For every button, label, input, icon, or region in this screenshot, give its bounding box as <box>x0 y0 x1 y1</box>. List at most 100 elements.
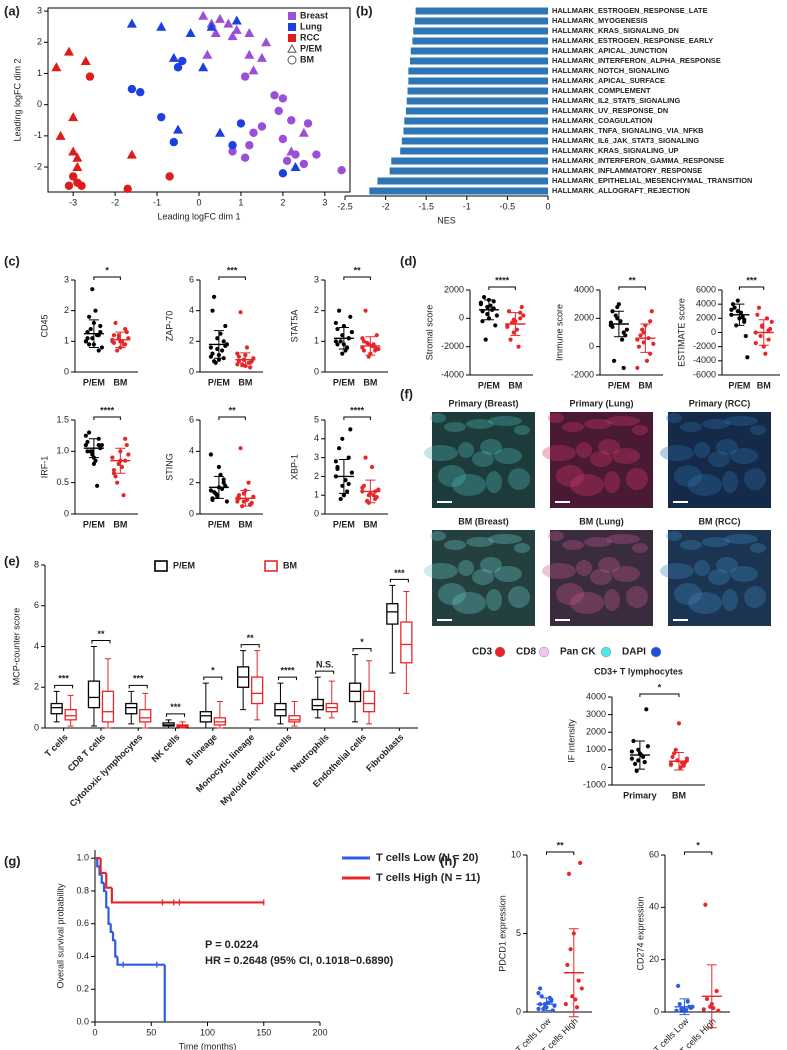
x-tick-label: P/EM <box>208 519 230 529</box>
image-texture <box>424 563 458 579</box>
point <box>349 330 354 335</box>
whisker-high <box>366 660 373 692</box>
bar <box>415 7 548 15</box>
image-texture <box>750 543 766 553</box>
bar <box>400 147 548 155</box>
point <box>98 323 103 329</box>
point <box>538 986 543 991</box>
point <box>80 56 91 66</box>
whisker-high <box>142 692 149 710</box>
y-tick-label: 1 <box>64 336 69 346</box>
survival-step <box>100 874 104 884</box>
point <box>123 326 128 332</box>
significance-bracket <box>343 276 371 280</box>
category-label: HALLMARK_INTERFERON_GAMMA_RESPONSE <box>552 156 724 165</box>
sd-bar <box>640 323 651 353</box>
image-texture <box>722 471 738 493</box>
point <box>539 994 544 999</box>
point <box>241 491 246 496</box>
box <box>139 709 152 723</box>
image-texture <box>724 534 758 544</box>
bar <box>389 167 548 175</box>
image-texture <box>612 448 640 464</box>
whisker-low <box>314 709 321 719</box>
image-texture <box>458 560 474 576</box>
whisker-high <box>202 682 209 712</box>
y-axis-label: ZAP-70 <box>164 311 174 342</box>
image-texture <box>702 419 730 429</box>
point <box>212 294 217 299</box>
y-axis-label: STAT5A <box>289 310 299 343</box>
point <box>303 119 313 128</box>
point <box>165 172 174 181</box>
point <box>335 342 340 347</box>
bar <box>405 107 548 115</box>
point <box>240 72 250 81</box>
sd-bar <box>338 458 349 494</box>
y-tick-label: 2000 <box>444 284 464 294</box>
point <box>521 313 526 318</box>
point <box>169 137 179 147</box>
point <box>678 765 683 770</box>
y-tick-label: 1 <box>37 68 42 78</box>
significance-bracket <box>166 713 186 717</box>
point <box>212 359 217 364</box>
legend-label: T cells Low (N = 20) <box>376 852 479 864</box>
sd-bar <box>88 319 99 348</box>
image-texture <box>708 451 730 467</box>
survival-step <box>111 931 116 942</box>
point <box>93 458 98 463</box>
image-texture <box>674 583 702 605</box>
point <box>636 747 641 752</box>
x-tick-label: P/EM <box>208 377 230 387</box>
whisker-low <box>403 662 410 694</box>
point <box>72 162 83 172</box>
legend-swatch <box>288 12 296 20</box>
annotation: P = 0.0224 <box>205 939 259 951</box>
point <box>111 471 117 476</box>
point <box>68 172 78 181</box>
whisker-low <box>67 719 74 727</box>
point <box>278 169 288 178</box>
x-tick-label: Cytotoxic lymphocytes <box>68 732 145 809</box>
image-texture <box>514 543 530 553</box>
x-tick-label: 100 <box>200 1027 215 1037</box>
x-axis-label: Leading logFC dim 1 <box>157 211 240 221</box>
x-tick-label: Myeloid dendritic cells <box>218 732 293 807</box>
x-tick-label: 50 <box>146 1027 156 1037</box>
sd-bar <box>213 330 224 359</box>
point <box>136 88 145 97</box>
point <box>573 997 578 1002</box>
point <box>612 358 617 363</box>
y-axis-label: CD274 expression <box>635 896 645 970</box>
significance-label: ** <box>97 629 105 639</box>
x-tick-label: -2 <box>382 201 390 211</box>
whisker-low <box>352 701 359 723</box>
category-label: HALLMARK_COMPLEMENT <box>552 86 651 95</box>
y-tick-label: 3000 <box>586 709 606 719</box>
point <box>244 49 255 59</box>
y-tick-label: 0 <box>189 508 194 518</box>
point <box>729 307 734 312</box>
category-label: HALLMARK_UV_RESPONSE_DN <box>552 106 668 115</box>
point <box>96 442 101 448</box>
point <box>90 452 95 457</box>
image-texture <box>716 439 738 455</box>
x-tick-label: -1.5 <box>418 201 434 211</box>
y-tick-label: 0 <box>589 341 594 351</box>
whisker-low <box>128 713 135 725</box>
significance-bracket <box>639 693 680 697</box>
significance-label: ** <box>354 265 362 275</box>
point <box>337 446 342 451</box>
y-axis-label: CD45 <box>39 314 49 337</box>
point <box>185 27 196 37</box>
point <box>516 344 521 349</box>
category-label: HALLMARK_KRAS_SIGNALING_UP <box>552 146 679 155</box>
x-tick-label: P/EM <box>333 519 355 529</box>
image-texture <box>494 448 522 464</box>
point <box>335 326 340 332</box>
point <box>215 494 220 499</box>
point <box>651 341 656 346</box>
point <box>221 480 226 485</box>
